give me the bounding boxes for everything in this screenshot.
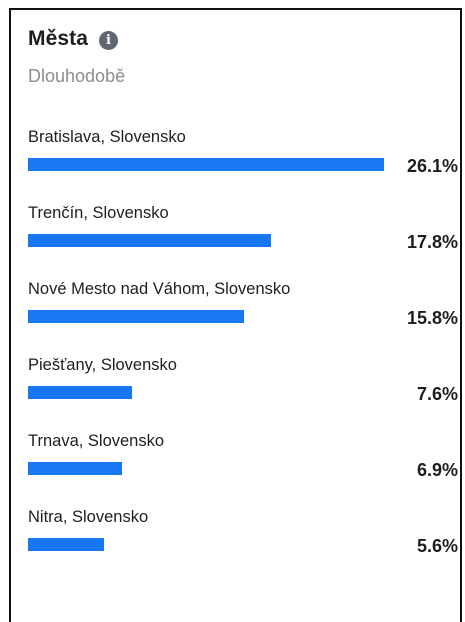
city-label: Trnava, Slovensko (28, 432, 165, 450)
city-percent: 6.9% (416, 460, 458, 480)
city-bar (28, 234, 271, 247)
city-label: Nové Mesto nad Váhom, Slovensko (28, 280, 291, 298)
city-percent: 17.8% (406, 232, 458, 252)
city-bar (28, 386, 132, 399)
city-row: Trenčín, Slovensko 17.8% (28, 204, 458, 280)
info-icon[interactable]: i (99, 30, 119, 50)
cities-list: Bratislava, Slovensko 26.1% Trenčín, Slo… (28, 128, 458, 584)
city-row: Nitra, Slovensko 5.6% (28, 508, 458, 584)
city-label: Piešťany, Slovensko (28, 356, 177, 374)
city-label: Nitra, Slovensko (28, 508, 149, 526)
card-header: Města i (28, 24, 119, 54)
city-percent: 15.8% (406, 308, 458, 328)
city-bar (28, 462, 123, 475)
city-row: Bratislava, Slovensko 26.1% (28, 128, 458, 204)
city-bar (28, 158, 384, 171)
city-row: Piešťany, Slovensko 7.6% (28, 356, 458, 432)
city-label: Trenčín, Slovensko (28, 204, 169, 222)
city-percent: 5.6% (416, 536, 458, 556)
city-percent: 26.1% (406, 156, 458, 176)
cities-card: Města i Dlouhodobě Bratislava, Slovensko… (9, 8, 462, 622)
city-row: Nové Mesto nad Váhom, Slovensko 15.8% (28, 280, 458, 356)
card-title: Města (28, 27, 89, 50)
city-bar (28, 538, 105, 551)
city-percent: 7.6% (416, 384, 458, 404)
card-subtitle: Dlouhodobě (28, 66, 126, 86)
city-label: Bratislava, Slovensko (28, 128, 186, 146)
city-bar (28, 310, 244, 323)
city-row: Trnava, Slovensko 6.9% (28, 432, 458, 508)
